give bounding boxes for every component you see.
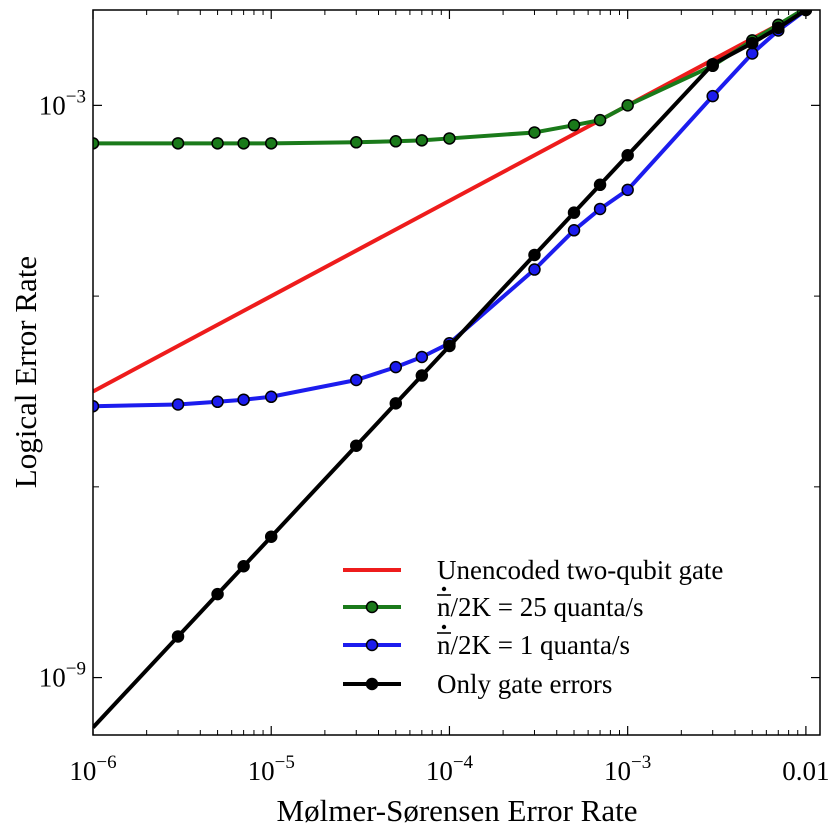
data-point (706, 57, 719, 71)
legend: Unencoded two-qubit gate n/2K = 25 quanta… (343, 555, 723, 699)
x-axis-title: Mølmer-Sørensen Error Rate (277, 793, 638, 828)
data-point (264, 530, 278, 543)
data-point (745, 36, 759, 50)
data-point (350, 373, 363, 387)
data-point (211, 395, 224, 409)
y-tick-label: 10−9 (39, 659, 86, 693)
data-point (567, 118, 581, 132)
axes-layer: 10−6 10−5 10−4 10−3 0.01 10−3 10−9 (39, 9, 830, 786)
legend-label: n/2K = 25 quanta/s (437, 592, 643, 622)
data-point (528, 263, 541, 276)
data-point (350, 439, 363, 452)
data-point (443, 339, 456, 353)
legend-label: n/2K = 1 quanta/s (437, 630, 630, 660)
x-tick-label: 10−4 (426, 752, 474, 786)
data-point (415, 350, 429, 364)
series-3 (93, 10, 813, 729)
data-point (389, 135, 403, 148)
series-line (93, 10, 807, 146)
data-point (171, 630, 185, 643)
data-point (567, 224, 581, 237)
y-axis-title: Logical Error Rate (8, 256, 43, 488)
legend-swatch-marker (365, 638, 379, 652)
data-point (621, 183, 634, 197)
series-0 (93, 10, 811, 394)
data-point (593, 202, 607, 216)
data-point (593, 113, 607, 127)
legend-label: Unencoded two-qubit gate (437, 555, 723, 585)
data-point (237, 560, 250, 573)
data-point (415, 134, 429, 147)
y-tick-label: 10−3 (39, 86, 86, 120)
legend-entry: Only gate errors (343, 669, 612, 699)
data-point (389, 397, 403, 410)
series-line (93, 10, 811, 394)
x-tick-label: 0.01 (782, 756, 829, 786)
n-dot (441, 586, 447, 592)
data-point (211, 137, 224, 150)
legend-swatch-marker (365, 600, 379, 614)
data-point (593, 178, 607, 192)
n-dot (441, 624, 447, 630)
data-point (528, 126, 541, 139)
x-tick-label: 10−6 (69, 752, 116, 786)
plot-frame (92, 9, 821, 736)
data-point (745, 47, 759, 60)
data-point (772, 21, 785, 35)
data-point (237, 137, 250, 150)
legend-swatch-marker (365, 677, 379, 691)
data-point (93, 137, 100, 150)
data-point (171, 137, 185, 150)
data-point (528, 248, 541, 262)
legend-label: Only gate errors (437, 669, 612, 699)
data-point (211, 587, 224, 601)
data-point (706, 89, 719, 103)
data-point (621, 148, 634, 162)
data-point (264, 137, 278, 150)
legend-entry: n/2K = 1 quanta/s (343, 624, 630, 660)
data-point (415, 369, 429, 382)
data-point (389, 360, 403, 374)
legend-entry: Unencoded two-qubit gate (343, 555, 723, 585)
x-tick-label: 10−3 (604, 752, 651, 786)
data-point (621, 99, 634, 112)
data-point (171, 398, 185, 411)
data-point (237, 393, 250, 406)
series-layer (93, 10, 813, 729)
data-point (443, 132, 456, 145)
data-point (264, 390, 278, 404)
legend-entry: n/2K = 25 quanta/s (343, 586, 643, 622)
data-point (93, 400, 100, 413)
data-point (567, 206, 581, 219)
data-point (350, 136, 363, 149)
x-tick-label: 10−5 (248, 752, 295, 786)
